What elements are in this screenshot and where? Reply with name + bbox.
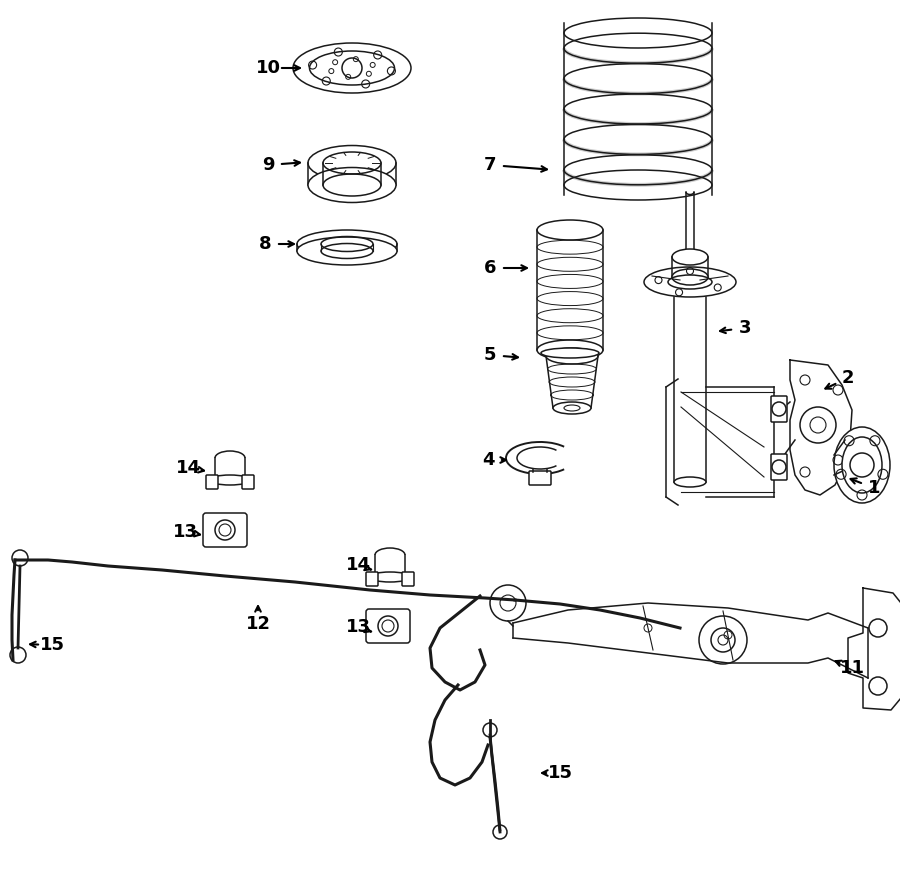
- Ellipse shape: [308, 167, 396, 202]
- FancyBboxPatch shape: [206, 475, 218, 489]
- Ellipse shape: [541, 348, 599, 358]
- Text: 15: 15: [547, 764, 572, 782]
- Text: 1: 1: [868, 479, 880, 497]
- Text: 7: 7: [484, 156, 496, 174]
- FancyBboxPatch shape: [203, 513, 247, 547]
- Text: 15: 15: [40, 636, 65, 654]
- Text: 12: 12: [246, 615, 271, 633]
- Text: 4: 4: [482, 451, 494, 469]
- Ellipse shape: [674, 477, 706, 487]
- Text: 14: 14: [176, 459, 201, 477]
- Ellipse shape: [297, 230, 397, 258]
- Ellipse shape: [369, 572, 411, 582]
- Text: 2: 2: [842, 369, 854, 387]
- Text: 5: 5: [484, 346, 496, 364]
- Ellipse shape: [553, 402, 591, 414]
- Ellipse shape: [672, 269, 708, 285]
- Text: 13: 13: [346, 618, 371, 636]
- FancyBboxPatch shape: [366, 609, 410, 643]
- Ellipse shape: [537, 340, 603, 360]
- FancyBboxPatch shape: [771, 454, 787, 480]
- FancyBboxPatch shape: [366, 572, 378, 586]
- Text: 13: 13: [173, 523, 197, 541]
- FancyBboxPatch shape: [402, 572, 414, 586]
- Text: 14: 14: [346, 556, 371, 574]
- FancyBboxPatch shape: [771, 396, 787, 422]
- Text: 9: 9: [262, 156, 274, 174]
- Text: 8: 8: [258, 235, 271, 253]
- Ellipse shape: [209, 475, 251, 485]
- Text: 3: 3: [739, 319, 752, 337]
- Ellipse shape: [842, 437, 882, 493]
- Text: 6: 6: [484, 259, 496, 277]
- Ellipse shape: [537, 220, 603, 240]
- Ellipse shape: [293, 43, 411, 93]
- FancyBboxPatch shape: [529, 471, 551, 485]
- Ellipse shape: [672, 249, 708, 265]
- Ellipse shape: [834, 427, 890, 503]
- Ellipse shape: [546, 348, 598, 364]
- Ellipse shape: [308, 146, 396, 180]
- Ellipse shape: [644, 267, 736, 297]
- Ellipse shape: [297, 237, 397, 265]
- FancyBboxPatch shape: [242, 475, 254, 489]
- Text: 10: 10: [256, 59, 281, 77]
- Text: 11: 11: [840, 659, 865, 677]
